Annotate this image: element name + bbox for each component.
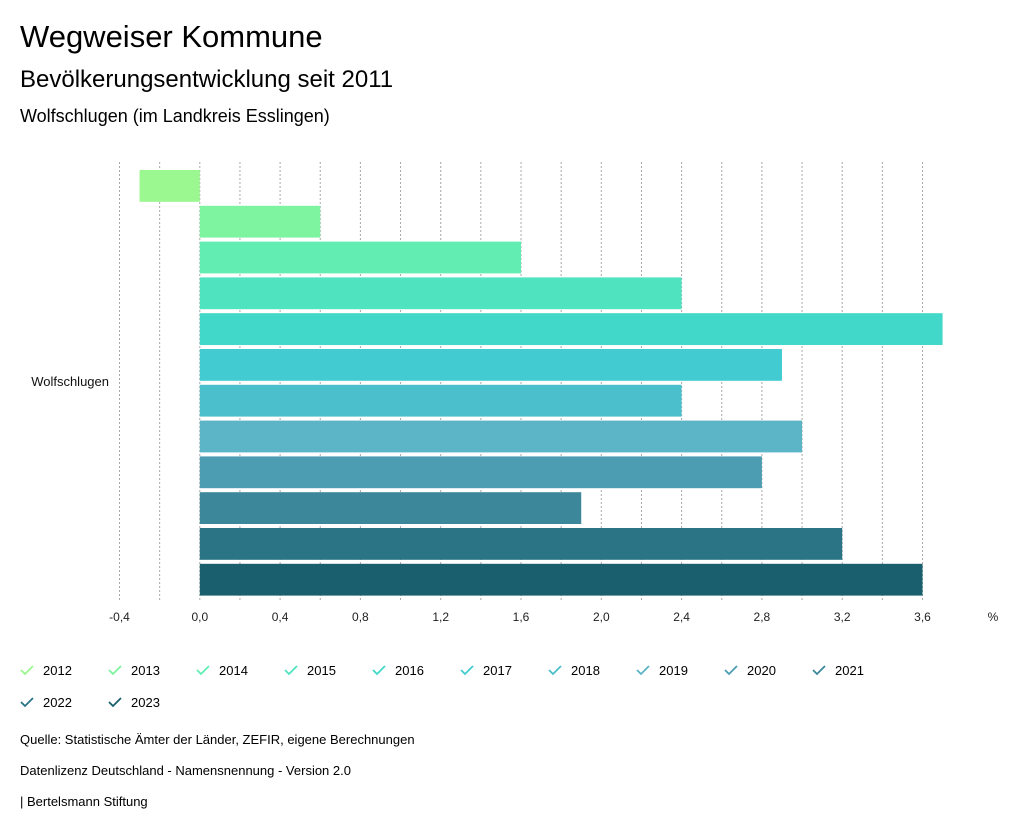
bar-2022: 2022: 3.2 [199,528,843,560]
checkmark-icon [724,665,738,676]
legend-label: 2014 [219,662,248,678]
legend-label: 2016 [395,662,424,678]
x-axis-unit: % [988,610,999,624]
bar-2023: 2023: 3.6 [199,563,923,596]
x-tick-label: 3,2 [834,610,851,624]
legend-item-2017[interactable]: 2017 [460,660,512,680]
legend-label: 2021 [835,662,864,678]
legend-item-2016[interactable]: 2016 [372,660,424,680]
category-label: Wolfschlugen [31,374,109,389]
publisher-note: | Bertelsmann Stiftung [20,794,148,809]
legend-label: 2022 [43,694,72,710]
legend-label: 2017 [483,662,512,678]
legend-item-2013[interactable]: 2013 [108,660,160,680]
checkmark-icon [20,697,34,708]
chart-title: Wegweiser Kommune [20,19,323,54]
legend-item-2018[interactable]: 2018 [548,660,600,680]
x-tick-label: 0,0 [191,610,208,624]
chart-subtitle: Bevölkerungsentwicklung seit 2011 [20,66,394,93]
checkmark-icon [812,665,826,676]
legend-item-2015[interactable]: 2015 [284,660,336,680]
checkmark-icon [548,665,562,676]
checkmark-icon [372,665,386,676]
x-tick-label: 2,4 [673,610,690,624]
x-tick-label: 0,8 [352,610,369,624]
bar-2020: 2020: 2.8 [199,456,762,489]
x-tick-label: 1,6 [513,610,530,624]
bar-2014: 2014: 1.6 [199,241,522,274]
legend-label: 2023 [131,694,160,710]
legend-item-2021[interactable]: 2021 [812,660,864,680]
legend-item-2020[interactable]: 2020 [724,660,776,680]
legend-item-2014[interactable]: 2014 [196,660,248,680]
bar-2019: 2019: 3 [199,420,803,453]
checkmark-icon [460,665,474,676]
bar-2015: 2015: 2.4 [199,277,682,310]
bar-chart: -0,4 0,0 0,4 0,8 1,2 1,6 2,0 2,4 2,8 3,2 3,6 % Wolfs… [31,162,999,624]
checkmark-icon [108,665,122,676]
legend-item-2019[interactable]: 2019 [636,660,688,680]
legend-label: 2018 [571,662,600,678]
region-label: Wolfschlugen (im Landkreis Esslingen) [20,106,330,126]
bar-2017: 2017: 2.9 [199,349,782,381]
x-tick-label: 2,0 [593,610,610,624]
x-tick-label: 1,2 [432,610,449,624]
legend-item-2022[interactable]: 2022 [20,692,72,712]
bar-2016: 2016: 3.7 [199,313,943,345]
checkmark-icon [108,697,122,708]
x-tick-label: 3,6 [914,610,931,624]
checkmark-icon [20,665,34,676]
x-tick-label: 0,4 [272,610,289,624]
legend-label: 2020 [747,662,776,678]
legend-label: 2019 [659,662,688,678]
x-tick-label: -0,4 [109,610,130,624]
bar-2013: 2013: 0.6 [199,205,321,238]
license-note: Datenlizenz Deutschland - Namensnennung … [20,763,351,778]
bar-2012: 2012: -0.3 [139,170,200,202]
source-note: Quelle: Statistische Ämter der Länder, Z… [20,732,415,747]
legend-label: 2015 [307,662,336,678]
x-tick-label: 2,8 [754,610,771,624]
legend-item-2023[interactable]: 2023 [108,692,160,712]
legend-label: 2013 [131,662,160,678]
bar-2018: 2018: 2.4 [199,384,682,417]
checkmark-icon [196,665,210,676]
legend-item-2012[interactable]: 2012 [20,660,72,680]
legend-label: 2012 [43,662,72,678]
bar-2021: 2021: 1.9 [199,492,582,524]
checkmark-icon [636,665,650,676]
checkmark-icon [284,665,298,676]
